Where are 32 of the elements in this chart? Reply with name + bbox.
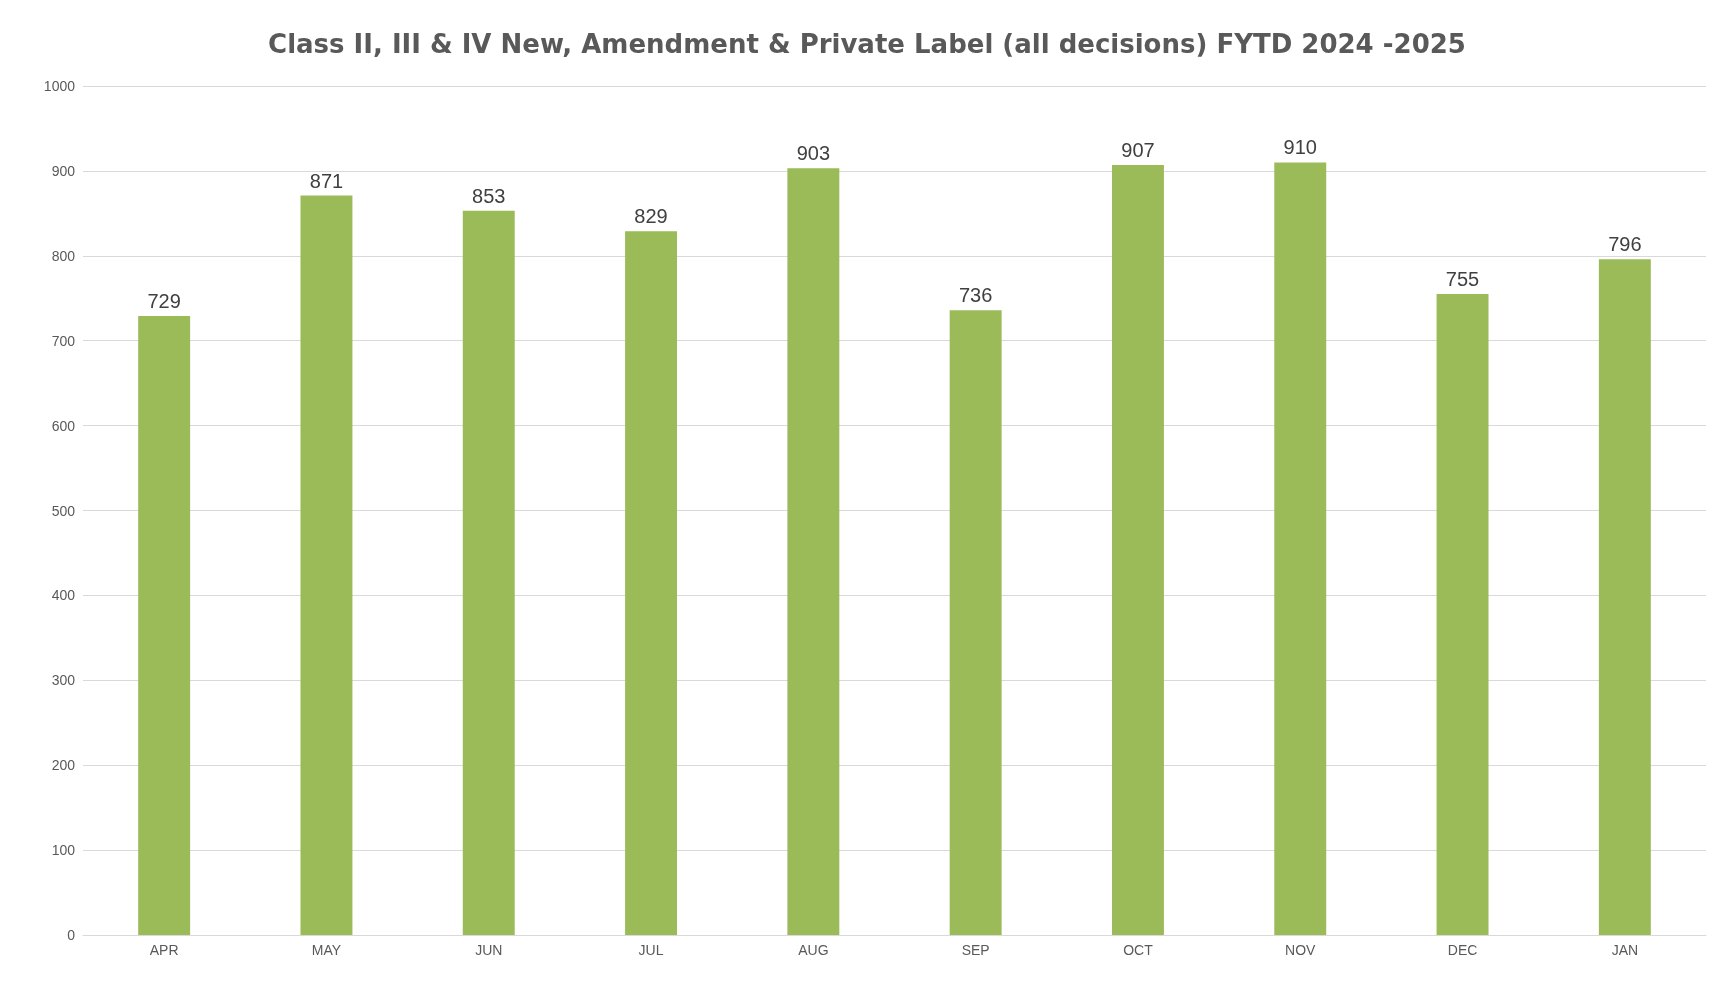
data-label: 829: [634, 205, 668, 228]
y-tick-label: 0: [67, 927, 76, 943]
x-tick-label: SEP: [961, 942, 990, 958]
data-label: 907: [1121, 138, 1155, 161]
x-tick-label: AUG: [798, 942, 829, 958]
y-tick-label: 900: [51, 162, 76, 179]
data-label: 755: [1445, 268, 1480, 291]
x-tick-label: OCT: [1123, 942, 1154, 958]
y-tick-label: 700: [51, 332, 76, 349]
x-tick-label: JUL: [638, 942, 664, 958]
chart-title: Class II, III & IV New, Amendment & Private Label (all decisions) FYTD 2024 -2025: [268, 29, 1466, 59]
y-tick-label: 800: [51, 247, 76, 264]
data-label: 729: [147, 290, 181, 313]
y-tick-label: 100: [51, 842, 76, 859]
x-tick-label: DEC: [1447, 942, 1478, 958]
x-tick-label: NOV: [1285, 942, 1317, 958]
data-label: 796: [1608, 233, 1642, 256]
x-tick-label: MAY: [311, 942, 342, 958]
y-tick-label: 200: [51, 757, 76, 774]
x-tick-label: JUN: [475, 942, 503, 958]
x-tick-label: JAN: [1611, 942, 1639, 958]
y-tick-label: 400: [51, 587, 76, 604]
data-label: 736: [958, 284, 993, 307]
y-tick-label: 1000: [43, 78, 76, 94]
data-label: 871: [309, 169, 344, 192]
y-tick-label: 500: [51, 502, 76, 519]
data-label: 910: [1283, 136, 1317, 159]
data-label: 903: [796, 142, 831, 165]
x-tick-label: APR: [149, 942, 179, 958]
y-tick-label: 600: [51, 417, 76, 434]
data-label: 853: [472, 184, 506, 207]
y-tick-label: 300: [51, 672, 76, 689]
